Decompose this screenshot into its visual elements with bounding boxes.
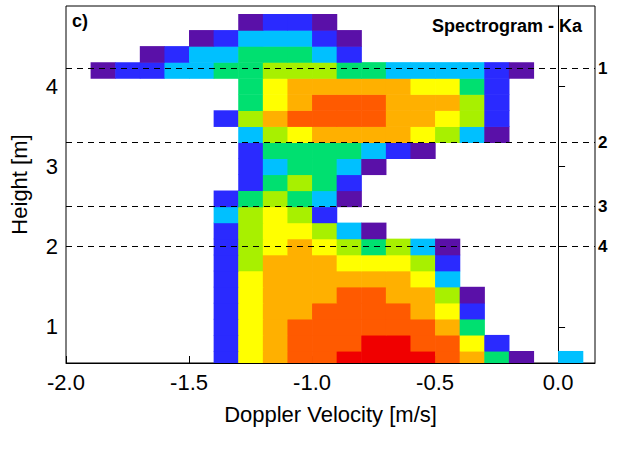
svg-text:Doppler Velocity [m/s]: Doppler Velocity [m/s] xyxy=(224,402,437,427)
svg-text:Spectrogram - Ka: Spectrogram - Ka xyxy=(432,16,583,36)
svg-text:2: 2 xyxy=(46,234,58,259)
svg-text:4: 4 xyxy=(598,237,608,256)
svg-text:2: 2 xyxy=(598,133,607,152)
svg-text:-2.0: -2.0 xyxy=(47,370,85,395)
svg-text:-0.5: -0.5 xyxy=(416,370,454,395)
svg-text:1: 1 xyxy=(598,59,607,78)
svg-text:c): c) xyxy=(72,11,88,31)
svg-text:4: 4 xyxy=(46,74,58,99)
svg-text:Height [m]: Height [m] xyxy=(7,134,32,234)
svg-text:0.0: 0.0 xyxy=(543,370,574,395)
svg-text:3: 3 xyxy=(598,197,607,216)
svg-text:-1.0: -1.0 xyxy=(293,370,331,395)
svg-text:3: 3 xyxy=(46,154,58,179)
svg-text:-1.5: -1.5 xyxy=(170,370,208,395)
svg-text:1: 1 xyxy=(46,314,58,339)
